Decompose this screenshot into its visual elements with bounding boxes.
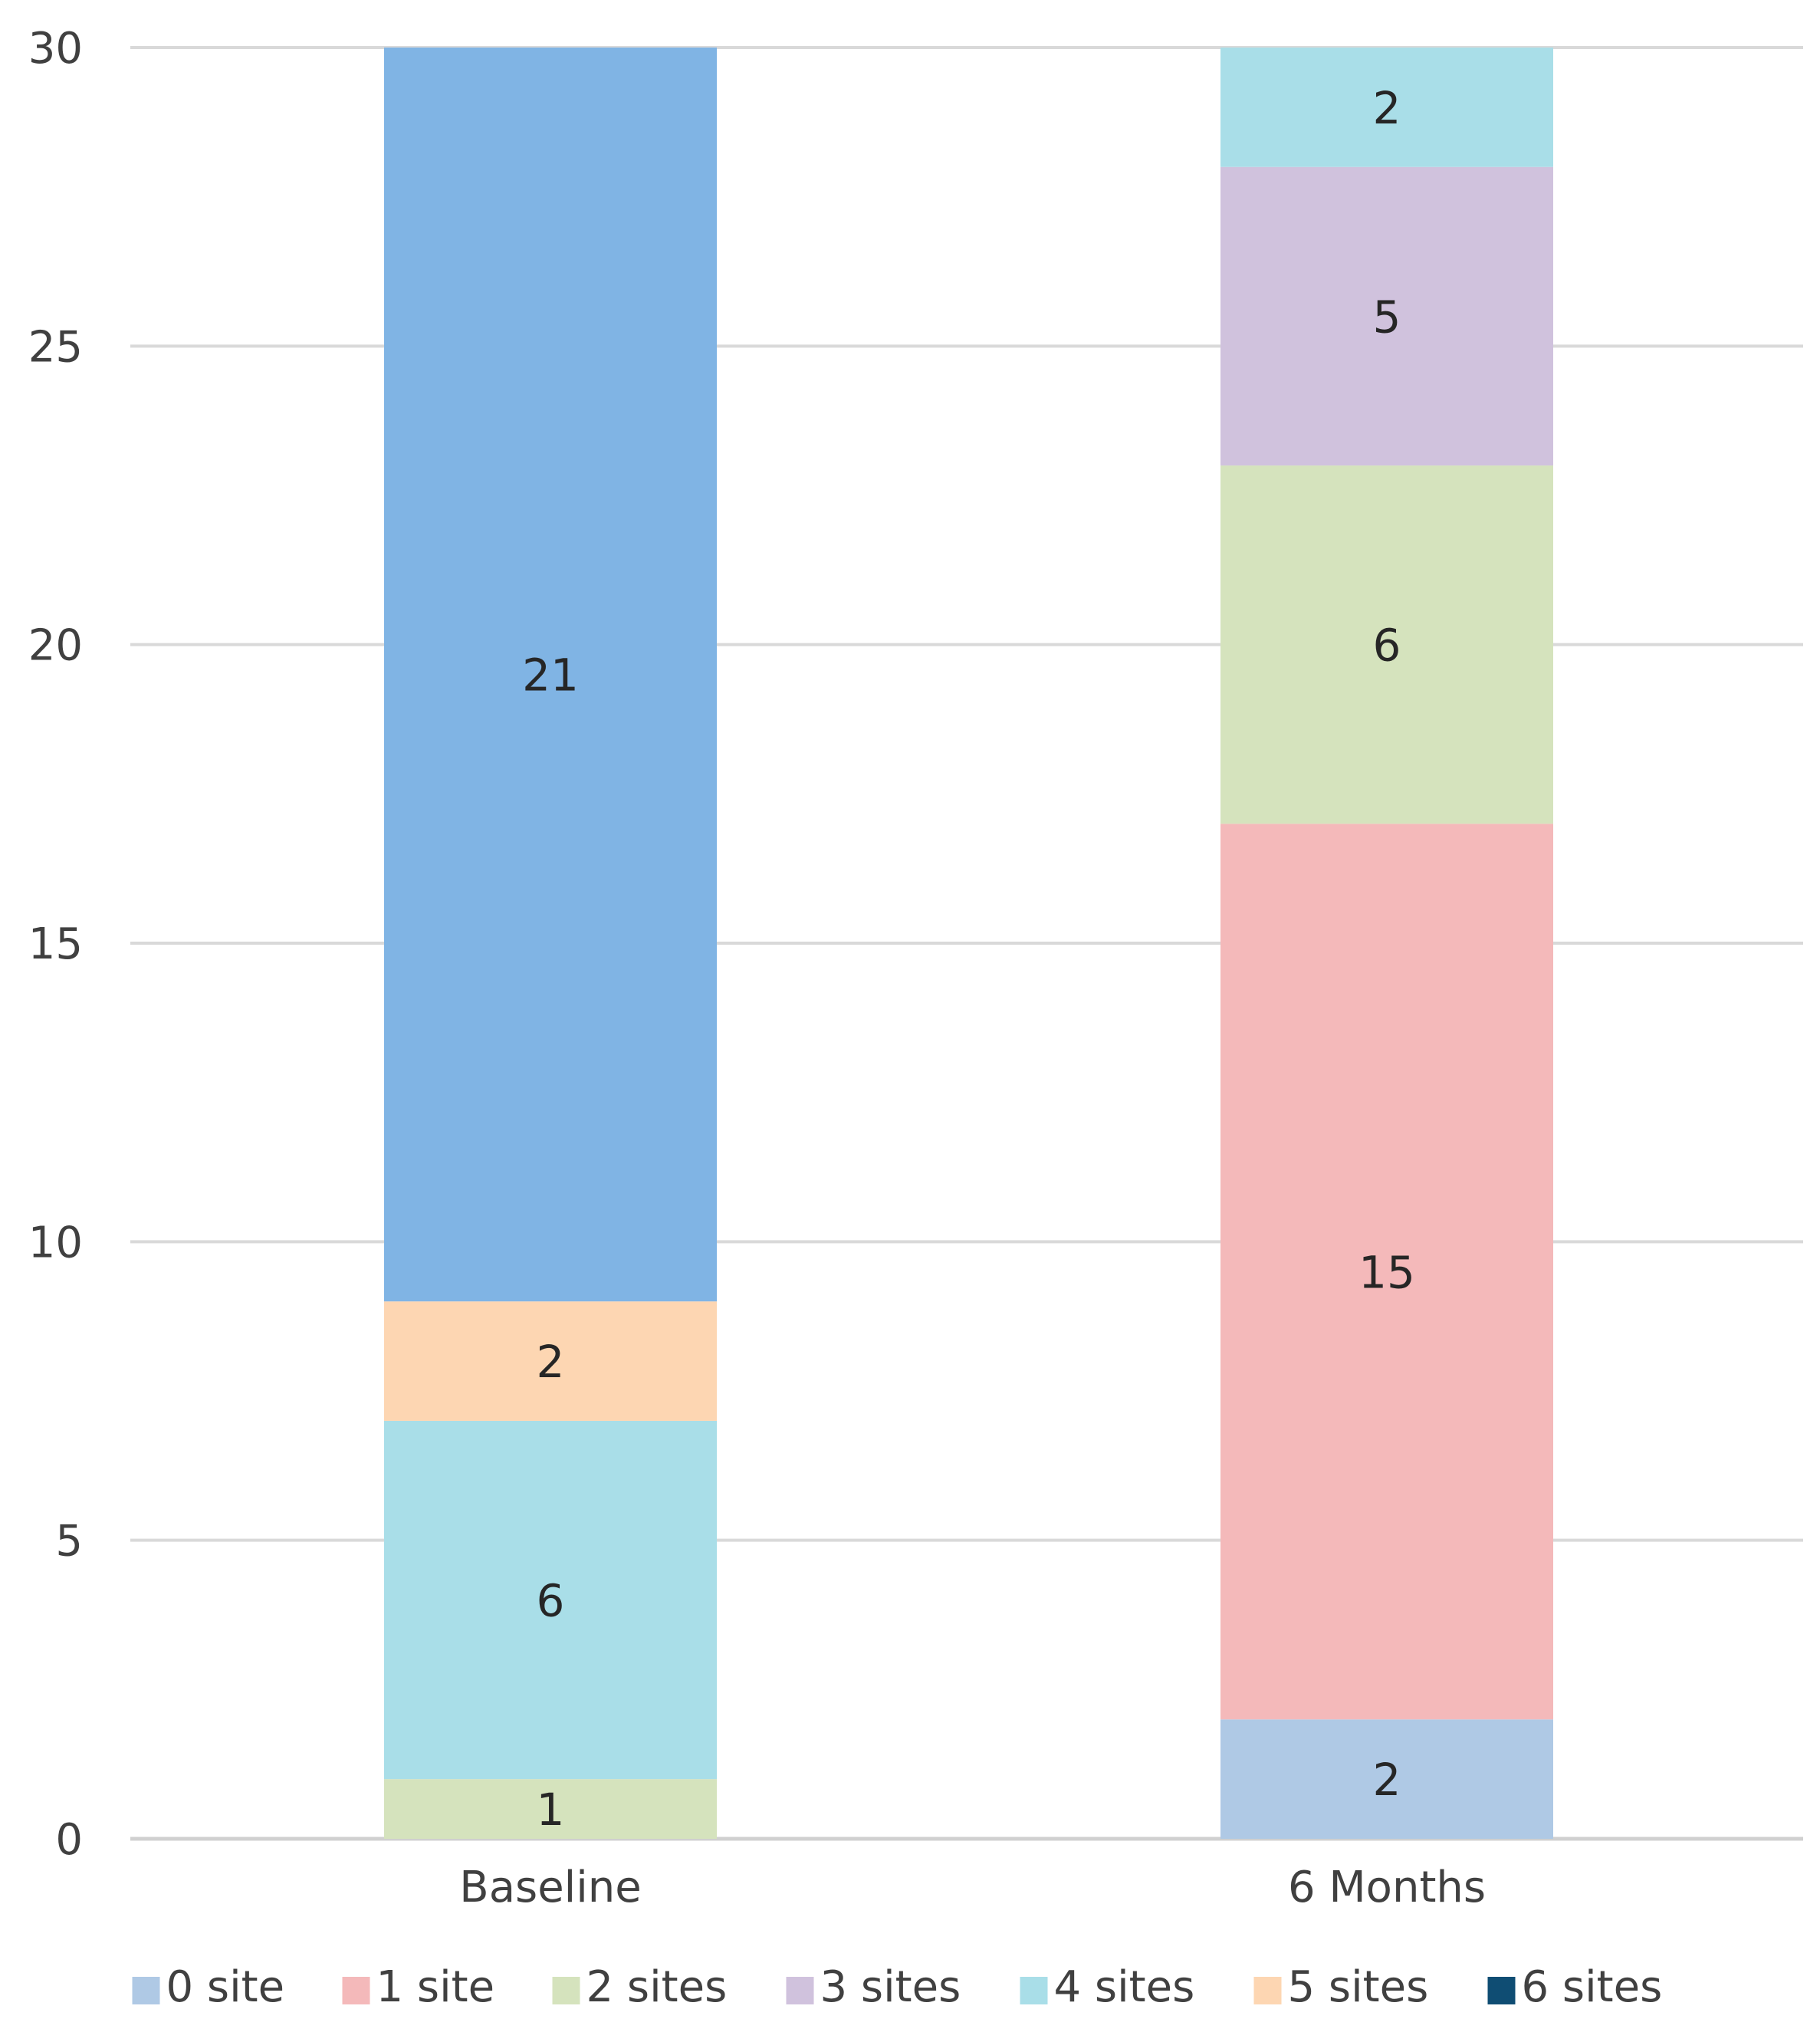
data-labels: 1 6 2 21 2 15 6 5 2 [522,82,1415,1836]
bar-segment [384,48,717,1302]
legend-label: 3 sites [820,1962,961,2012]
legend-swatch [1020,1977,1048,2004]
data-label: 6 [1373,620,1401,672]
y-tick-label: 20 [28,621,83,671]
x-tick-label: 6 Months [1288,1863,1486,1912]
legend-swatch [552,1977,580,2004]
legend-swatch [132,1977,160,2004]
legend-label: 2 sites [586,1962,728,2012]
data-label: 15 [1358,1246,1415,1298]
y-tick-label: 25 [28,322,83,372]
bar-segment [384,1420,717,1780]
data-label: 6 [537,1575,565,1627]
legend-swatch [786,1977,814,2004]
x-axis: Baseline 6 Months [459,1863,1486,1912]
x-tick-label: Baseline [459,1863,641,1912]
legend: 0 site 1 site 2 sites 3 sites 4 sites 5 sites… [132,1962,1663,2012]
bar-segment [384,1301,717,1421]
legend-label: 6 sites [1522,1962,1663,2012]
legend-swatch [1487,1977,1516,2004]
data-label: 2 [537,1336,565,1388]
legend-swatch [342,1977,370,2004]
bar-segment [384,1779,717,1839]
legend-label: 5 sites [1288,1962,1429,2012]
data-label: 2 [1373,1754,1401,1806]
y-tick-label: 15 [28,919,83,969]
bar-segment [1220,824,1553,1720]
bar-segment [1220,48,1553,167]
bars [384,48,1553,1839]
data-label: 5 [1373,291,1401,343]
y-tick-label: 0 [55,1815,83,1865]
y-tick-label: 30 [28,24,83,74]
data-label: 21 [522,649,579,702]
legend-swatch [1253,1977,1282,2004]
data-label: 2 [1373,82,1401,134]
y-tick-label: 5 [55,1517,83,1567]
y-axis: 0 5 10 15 20 25 30 [28,24,83,1865]
bar-segment [1220,465,1553,824]
legend-label: 0 site [166,1962,285,2012]
y-tick-label: 10 [28,1218,83,1268]
legend-label: 1 site [376,1962,495,2012]
data-label: 1 [537,1784,565,1836]
legend-label: 4 sites [1054,1962,1195,2012]
bar-segment [1220,1719,1553,1839]
bar-segment [1220,166,1553,466]
